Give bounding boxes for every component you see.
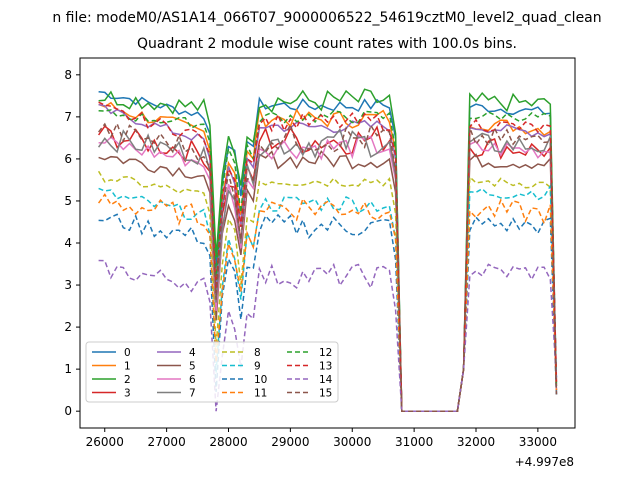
x-tick-label: 32000 xyxy=(457,435,495,449)
legend-label-15: 15 xyxy=(319,388,332,400)
x-tick-label: 26000 xyxy=(86,435,124,449)
legend-label-5: 5 xyxy=(189,361,196,373)
y-tick-label: 0 xyxy=(64,404,72,418)
legend-label-10: 10 xyxy=(254,374,267,386)
series-line-5 xyxy=(98,150,558,412)
series-line-8 xyxy=(97,170,558,412)
y-tick-label: 6 xyxy=(64,152,72,166)
x-tick-label: 33000 xyxy=(519,435,557,449)
x-axis: 26000 27000 28000 29000 30000 31000 32000 33000 xyxy=(86,428,557,449)
legend-label-14: 14 xyxy=(319,374,333,386)
series-line-15 xyxy=(98,121,558,412)
y-tick-label: 7 xyxy=(64,110,72,124)
y-tick-label: 5 xyxy=(64,194,72,208)
series-line-9 xyxy=(98,183,558,412)
y-tick-label: 1 xyxy=(64,362,72,376)
series-line-4 xyxy=(98,103,558,412)
y-tick-label: 3 xyxy=(64,278,72,292)
series-line-10 xyxy=(98,213,558,412)
y-axis: 0 1 2 3 4 5 6 7 8 xyxy=(64,68,80,418)
series-line-6 xyxy=(98,134,558,412)
x-offset-label: +4.997e8 xyxy=(515,455,574,469)
figure-title: n file: modeM0/AS1A14_066T07_9000006522_… xyxy=(52,10,601,26)
plot-area xyxy=(97,88,558,412)
legend-label-1: 1 xyxy=(124,361,131,373)
legend-box xyxy=(85,341,339,403)
legend-label-13: 13 xyxy=(319,361,332,373)
y-tick-label: 8 xyxy=(64,68,72,82)
chart-title: Quadrant 2 module wise count rates with … xyxy=(137,36,517,52)
legend-label-12: 12 xyxy=(319,347,332,359)
x-tick-label: 27000 xyxy=(148,435,186,449)
x-tick-label: 28000 xyxy=(209,435,247,449)
legend-label-7: 7 xyxy=(189,388,196,400)
x-tick-label: 30000 xyxy=(333,435,371,449)
y-tick-label: 4 xyxy=(64,236,72,250)
y-tick-label: 2 xyxy=(64,320,72,334)
series-line-13 xyxy=(98,101,558,412)
legend-label-6: 6 xyxy=(189,374,196,386)
legend-label-4: 4 xyxy=(189,347,196,359)
series-line-14 xyxy=(98,259,558,412)
legend-label-2: 2 xyxy=(124,374,131,386)
legend-label-11: 11 xyxy=(254,388,267,400)
legend-label-3: 3 xyxy=(124,388,131,400)
x-tick-label: 31000 xyxy=(395,435,433,449)
legend-label-0: 0 xyxy=(124,347,131,359)
series-line-12 xyxy=(98,109,558,412)
legend-label-9: 9 xyxy=(254,361,261,373)
legend-label-8: 8 xyxy=(254,347,261,359)
series-line-2 xyxy=(98,88,558,412)
series-line-11 xyxy=(97,193,558,412)
x-tick-label: 29000 xyxy=(271,435,309,449)
